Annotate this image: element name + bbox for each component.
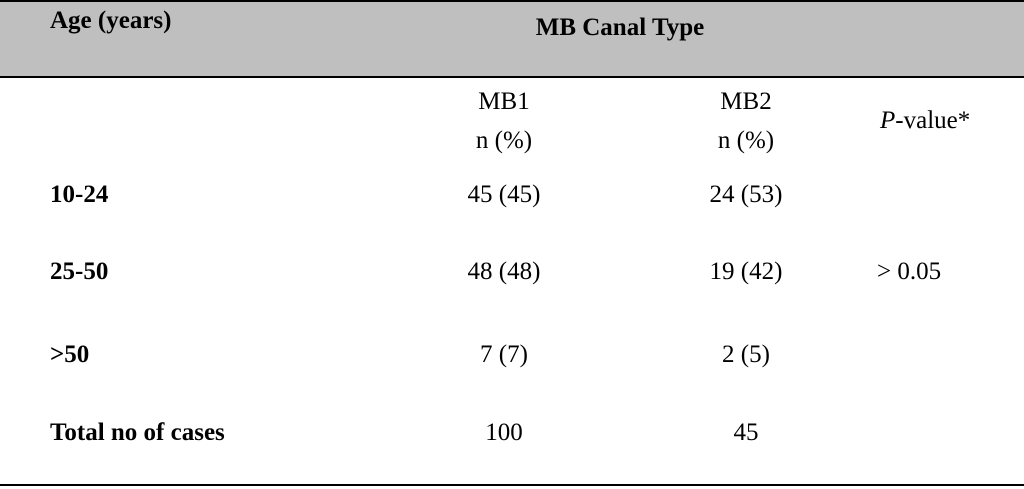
table-bottom-rule [0, 484, 1024, 486]
row-1-mb1: 48 (48) [467, 258, 541, 285]
subheader-pvalue-rest: -value* [895, 107, 971, 134]
subheader-mb2-name: MB2 [720, 88, 772, 115]
row-2-mb1: 7 (7) [480, 341, 528, 368]
row-1-mb2: 19 (42) [709, 258, 783, 285]
subheader-mb2-unit: n (%) [717, 127, 775, 154]
row-2-mb2: 2 (5) [722, 341, 770, 368]
row-0-mb2: 24 (53) [709, 181, 783, 208]
subheader-pvalue: P-value* [880, 104, 970, 138]
header-age: Age (years) [50, 7, 172, 34]
pvalue-cell: > 0.05 [877, 258, 942, 285]
row-0-age: 10-24 [50, 181, 109, 208]
row-1-age: 25-50 [50, 258, 109, 285]
subheader-mb1-unit: n (%) [475, 127, 533, 154]
subheader-mb1-name: MB1 [478, 88, 530, 115]
subheader-pvalue-italic: P [880, 107, 896, 134]
table-header-band [0, 0, 1024, 78]
row-2-age: >50 [50, 341, 90, 368]
header-mb-canal-type: MB Canal Type [535, 14, 705, 41]
row-0-mb1: 45 (45) [467, 181, 541, 208]
row-3-mb1: 100 [485, 419, 523, 446]
row-3-mb2: 45 [733, 419, 759, 446]
row-3-age: Total no of cases [50, 419, 225, 446]
